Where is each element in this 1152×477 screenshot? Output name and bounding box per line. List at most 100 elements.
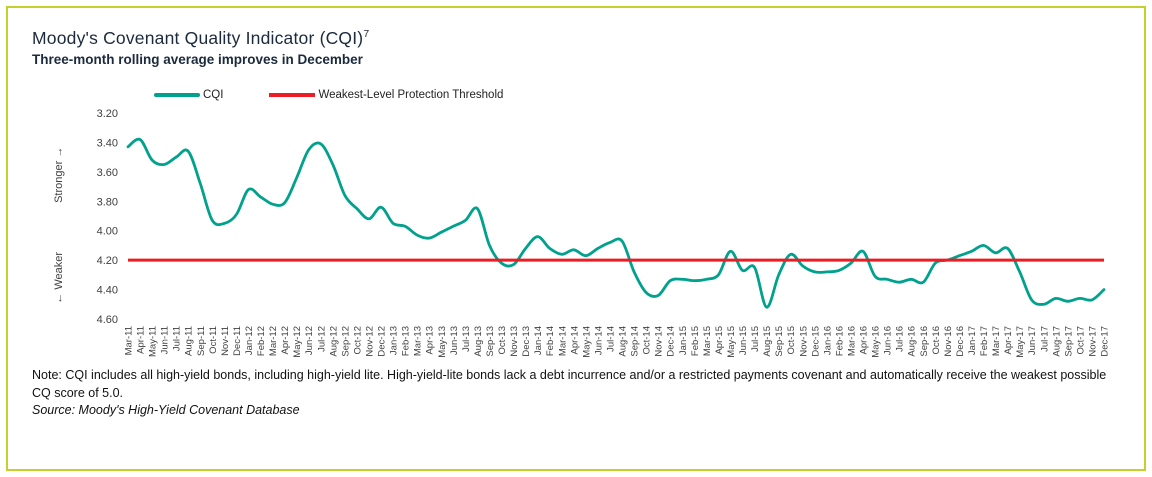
x-axis-tick-labels: Mar-11 Apr-11 May-11 Jun-11 Jul-11 Aug-11 Sep-… (124, 326, 1111, 358)
threshold-line-swatch (269, 93, 316, 97)
chart-legend: CQI Weakest-Level Protection Threshold (154, 89, 1120, 101)
x-tick-label: Mar-15 (702, 326, 713, 356)
x-tick-label: Aug-14 (618, 326, 629, 357)
x-tick-label: Feb-15 (690, 326, 701, 356)
x-tick-label: Dec-11 (232, 326, 243, 356)
y-tick-label: 3.40 (97, 137, 118, 149)
x-tick-label: Nov-17 (1088, 326, 1099, 357)
x-tick-label: Sep-16 (919, 326, 930, 357)
weaker-axis-label: ← Weaker (53, 252, 65, 304)
legend-item-cqi: CQI (154, 89, 223, 101)
x-tick-label: Apr-12 (280, 326, 291, 355)
x-tick-label: Dec-17 (1100, 326, 1111, 357)
x-tick-label: May-14 (581, 326, 592, 358)
x-tick-label: Dec-15 (810, 326, 821, 357)
x-tick-label: Sep-13 (485, 326, 496, 357)
x-tick-label: Aug-12 (328, 326, 339, 357)
y-tick-label: 4.60 (97, 314, 118, 326)
x-tick-label: Jan-13 (389, 326, 400, 355)
x-tick-label: Dec-12 (377, 326, 388, 357)
x-tick-label: Jun-17 (1027, 326, 1038, 355)
y-axis-tick-labels: 3.20 3.40 3.60 3.80 4.00 4.20 4.40 4.60 (97, 108, 118, 326)
x-tick-label: Oct-13 (497, 326, 508, 355)
x-tick-label: Jun-13 (449, 326, 460, 355)
report-content: Moody's Covenant Quality Indicator (CQI)… (8, 8, 1144, 417)
x-tick-label: Aug-17 (1051, 326, 1062, 357)
y-tick-label: 4.00 (97, 226, 118, 238)
x-tick-label: Jun-11 (160, 326, 171, 354)
x-tick-label: Sep-12 (340, 326, 351, 357)
x-tick-label: Jan-17 (967, 326, 978, 355)
chart-subtitle: Three-month rolling average improves in … (32, 52, 363, 67)
x-tick-label: Jan-16 (822, 326, 833, 355)
x-tick-label: Apr-17 (1003, 326, 1014, 355)
x-tick-label: Jan-12 (244, 326, 255, 355)
x-tick-label: Jan-14 (533, 326, 544, 355)
y-tick-label: 4.40 (97, 285, 118, 297)
x-tick-label: Sep-15 (774, 326, 785, 357)
chart-title-text: Moody's Covenant Quality Indicator (CQI) (32, 28, 364, 48)
cqi-chart-svg: 3.20 3.40 3.60 3.80 4.00 4.20 4.40 4.60 Mar-11 Ap… (53, 108, 1111, 358)
x-tick-label: Oct-14 (642, 326, 653, 355)
x-tick-label: Apr-14 (569, 326, 580, 355)
x-tick-label: Mar-16 (847, 326, 858, 356)
x-tick-label: Oct-16 (931, 326, 942, 355)
x-tick-label: Jun-15 (738, 326, 749, 355)
x-tick-label: Nov-12 (365, 326, 376, 357)
x-tick-label: May-16 (871, 326, 882, 358)
x-tick-label: Jun-16 (883, 326, 894, 355)
x-tick-label: Apr-11 (136, 326, 147, 354)
x-tick-label: Oct-12 (352, 326, 363, 355)
legend-label-threshold: Weakest-Level Protection Threshold (318, 89, 504, 101)
x-tick-label: Feb-16 (834, 326, 845, 356)
x-tick-label: Mar-13 (413, 326, 424, 356)
cqi-line-swatch (154, 93, 200, 97)
x-tick-label: May-11 (148, 326, 159, 357)
cqi-line (126, 137, 1106, 309)
x-tick-label: Jul-12 (316, 326, 327, 352)
x-tick-label: Nov-15 (798, 326, 809, 357)
x-tick-label: Feb-12 (256, 326, 267, 356)
x-tick-label: Sep-17 (1063, 326, 1074, 357)
y-tick-label: 4.20 (97, 255, 118, 267)
x-tick-label: Nov-11 (220, 326, 231, 356)
x-tick-label: Jul-16 (895, 326, 906, 352)
page-frame: Moody's Covenant Quality Indicator (CQI)… (6, 6, 1146, 471)
legend-item-threshold: Weakest-Level Protection Threshold (269, 89, 503, 101)
x-tick-label: Sep-14 (630, 326, 641, 357)
note-text: Note: CQI includes all high-yield bonds,… (32, 368, 1107, 400)
x-tick-label: Jan-15 (678, 326, 689, 355)
source-text: Source: Moody's High-Yield Covenant Data… (32, 403, 300, 417)
legend-label-cqi: CQI (203, 89, 224, 101)
x-tick-label: Jul-17 (1039, 326, 1050, 352)
x-tick-label: Jul-14 (606, 326, 617, 352)
x-tick-label: Dec-16 (955, 326, 966, 357)
x-tick-label: Feb-17 (979, 326, 990, 356)
x-tick-label: Mar-17 (991, 326, 1002, 356)
x-tick-label: Sep-11 (196, 326, 207, 356)
x-tick-label: Jul-13 (461, 326, 472, 352)
x-tick-label: Aug-11 (184, 326, 195, 356)
x-tick-label: Oct-11 (208, 326, 219, 354)
x-tick-label: Oct-17 (1075, 326, 1086, 355)
x-tick-label: Nov-14 (654, 326, 665, 357)
chart-title: Moody's Covenant Quality Indicator (CQI)… (32, 28, 1120, 49)
x-tick-label: Apr-13 (425, 326, 436, 355)
x-tick-label: Feb-13 (401, 326, 412, 356)
x-tick-label: Nov-13 (509, 326, 520, 357)
y-tick-label: 3.80 (97, 196, 118, 208)
y-tick-label: 3.20 (97, 108, 118, 120)
x-tick-label: Apr-16 (859, 326, 870, 355)
x-tick-label: Dec-13 (521, 326, 532, 357)
x-tick-label: Aug-13 (473, 326, 484, 357)
x-tick-label: Mar-14 (557, 326, 568, 356)
x-tick-label: May-17 (1015, 326, 1026, 358)
cqi-chart: 3.20 3.40 3.60 3.80 4.00 4.20 4.40 4.60 Mar-11 Ap… (32, 105, 1120, 363)
x-tick-label: Dec-14 (666, 326, 677, 357)
y-tick-label: 3.60 (97, 167, 118, 179)
x-tick-label: Feb-14 (545, 326, 556, 356)
x-tick-label: Jul-11 (172, 326, 183, 351)
x-tick-label: May-13 (437, 326, 448, 358)
x-tick-label: Mar-12 (268, 326, 279, 356)
stronger-axis-label: Stronger → (53, 147, 65, 203)
